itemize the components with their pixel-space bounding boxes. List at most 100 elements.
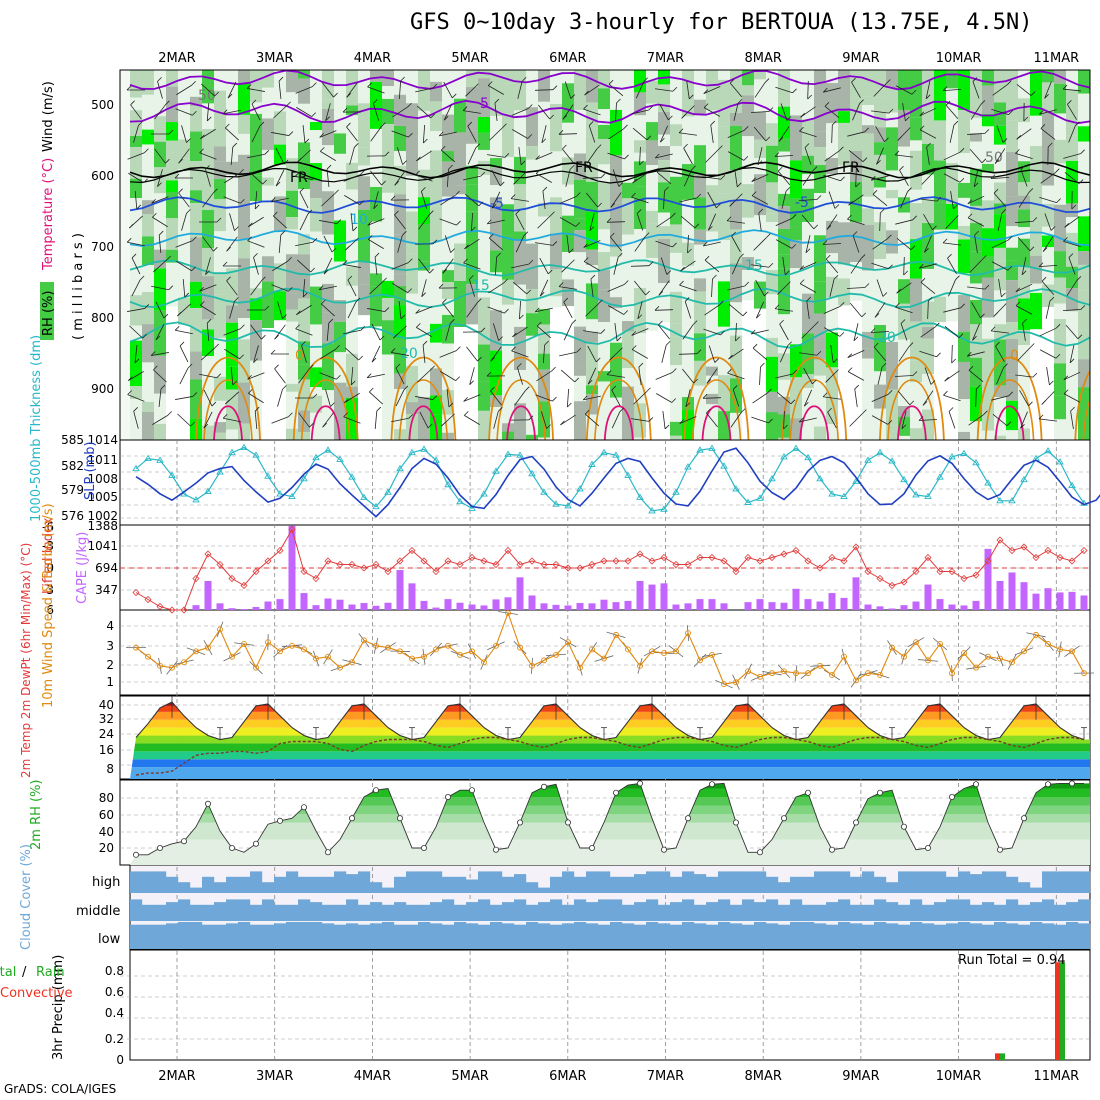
wind-barb — [157, 81, 163, 99]
rh-cell — [670, 70, 683, 102]
rh2m-point — [252, 840, 259, 847]
thickness-point — [264, 472, 272, 479]
wind-barb — [325, 389, 331, 407]
rh-cell — [430, 101, 443, 132]
lifted-index-point — [924, 553, 932, 562]
rh-cell — [574, 366, 587, 376]
cloud-bar — [814, 923, 827, 949]
wind-barb — [251, 103, 261, 121]
rh-cell — [670, 421, 683, 436]
wind-barb-flag — [804, 143, 810, 148]
rh-cell — [214, 349, 227, 377]
surface-contour — [1074, 369, 1090, 440]
wind-barb-flag — [918, 416, 924, 421]
wind-barb — [758, 213, 762, 231]
cloud-bar — [634, 924, 647, 949]
wind-barb — [248, 392, 264, 404]
rh-cell — [946, 70, 959, 89]
contour-label: 5 — [480, 96, 489, 112]
date-labels-bottom: 2MAR 3MAR 4MAR 5MAR 6MAR 7MAR 8MAR 9MAR 10MAR 11M… — [158, 1069, 1079, 1084]
wind-barb-flag — [421, 187, 426, 192]
wind-barb — [847, 218, 865, 226]
wind-barb-flag — [664, 186, 669, 192]
wind-barb-flag — [1075, 121, 1080, 126]
lifted-index-point — [216, 560, 224, 569]
rh-cell — [874, 222, 887, 260]
thickness-point — [336, 455, 344, 462]
wind-barb-flag — [864, 127, 870, 133]
rh-cell — [298, 364, 311, 380]
rh-cell — [1030, 292, 1043, 330]
wind10-point — [601, 655, 607, 662]
rh-cell — [142, 324, 155, 363]
rh-cell — [718, 193, 731, 241]
wind-barb — [566, 235, 570, 253]
wind-barb — [801, 214, 815, 230]
wind-barb — [344, 392, 360, 404]
wind-barb — [877, 367, 883, 385]
rh-cell — [214, 294, 227, 338]
precip-tick: 0.2 — [105, 1032, 124, 1046]
thickness-point — [312, 453, 320, 461]
wind-barb — [439, 218, 457, 226]
wind-barb — [855, 168, 857, 188]
rh-cell — [178, 70, 191, 112]
wind-barb-flag — [588, 121, 594, 126]
rh-cell — [682, 164, 695, 200]
rh-cell — [850, 337, 863, 376]
rh-cell — [238, 83, 251, 115]
cloud-bar — [418, 871, 431, 893]
wind10-point — [445, 642, 451, 649]
rh-cell — [430, 206, 443, 242]
wind-barb-flag — [462, 106, 468, 111]
cloud-bar — [610, 876, 623, 893]
wind-barb — [203, 389, 213, 407]
wind-barb — [663, 190, 665, 210]
cloud-bar — [850, 904, 863, 921]
lifted-index-point — [720, 557, 728, 565]
wind-barb — [535, 242, 553, 246]
wind-barb — [753, 126, 767, 142]
wind-barb-flag — [736, 182, 742, 188]
wind-barb — [804, 147, 812, 165]
rh-cell — [886, 198, 899, 231]
rh-cell — [1066, 70, 1079, 90]
wind-barb-flag — [225, 123, 230, 129]
wind-barb — [732, 389, 740, 407]
wind-barb-flag — [504, 308, 509, 314]
rh-cell — [670, 176, 683, 225]
thickness-point — [192, 496, 200, 503]
rh-cell — [766, 391, 779, 413]
cloud-bar — [802, 922, 815, 949]
rh-cell — [646, 210, 659, 224]
rh-cell — [598, 371, 611, 382]
wind10-point — [649, 648, 655, 655]
rh-cell — [1078, 126, 1090, 142]
wind-barb-flag — [804, 401, 809, 407]
cloud-bar — [310, 902, 323, 921]
wind-barb-flag — [648, 105, 654, 111]
cloud-bar — [1054, 904, 1067, 921]
rh-cell — [514, 231, 527, 241]
rh-cell — [262, 118, 275, 150]
cloud-bar — [958, 922, 971, 949]
rh-cell — [178, 359, 191, 381]
surface-contour — [603, 405, 634, 440]
wind-barb-flag — [1029, 343, 1035, 348]
rh-cell — [946, 88, 959, 129]
rh-cell — [610, 256, 623, 298]
temp-tick: 40 — [99, 698, 114, 712]
wind-barb — [224, 172, 240, 184]
rh-cell — [286, 118, 299, 159]
wind-barb — [775, 86, 793, 94]
wind-barb — [296, 107, 312, 117]
contour-label: 15 — [745, 258, 763, 274]
thickness-point — [288, 492, 296, 500]
wind-barb-flag — [756, 313, 761, 319]
wind-barb-flag — [381, 180, 386, 186]
wind-barb — [440, 194, 456, 206]
rh-cell — [814, 235, 827, 282]
rh-cell — [514, 184, 527, 232]
rh-cell — [478, 174, 491, 184]
wind-barb — [128, 172, 144, 184]
